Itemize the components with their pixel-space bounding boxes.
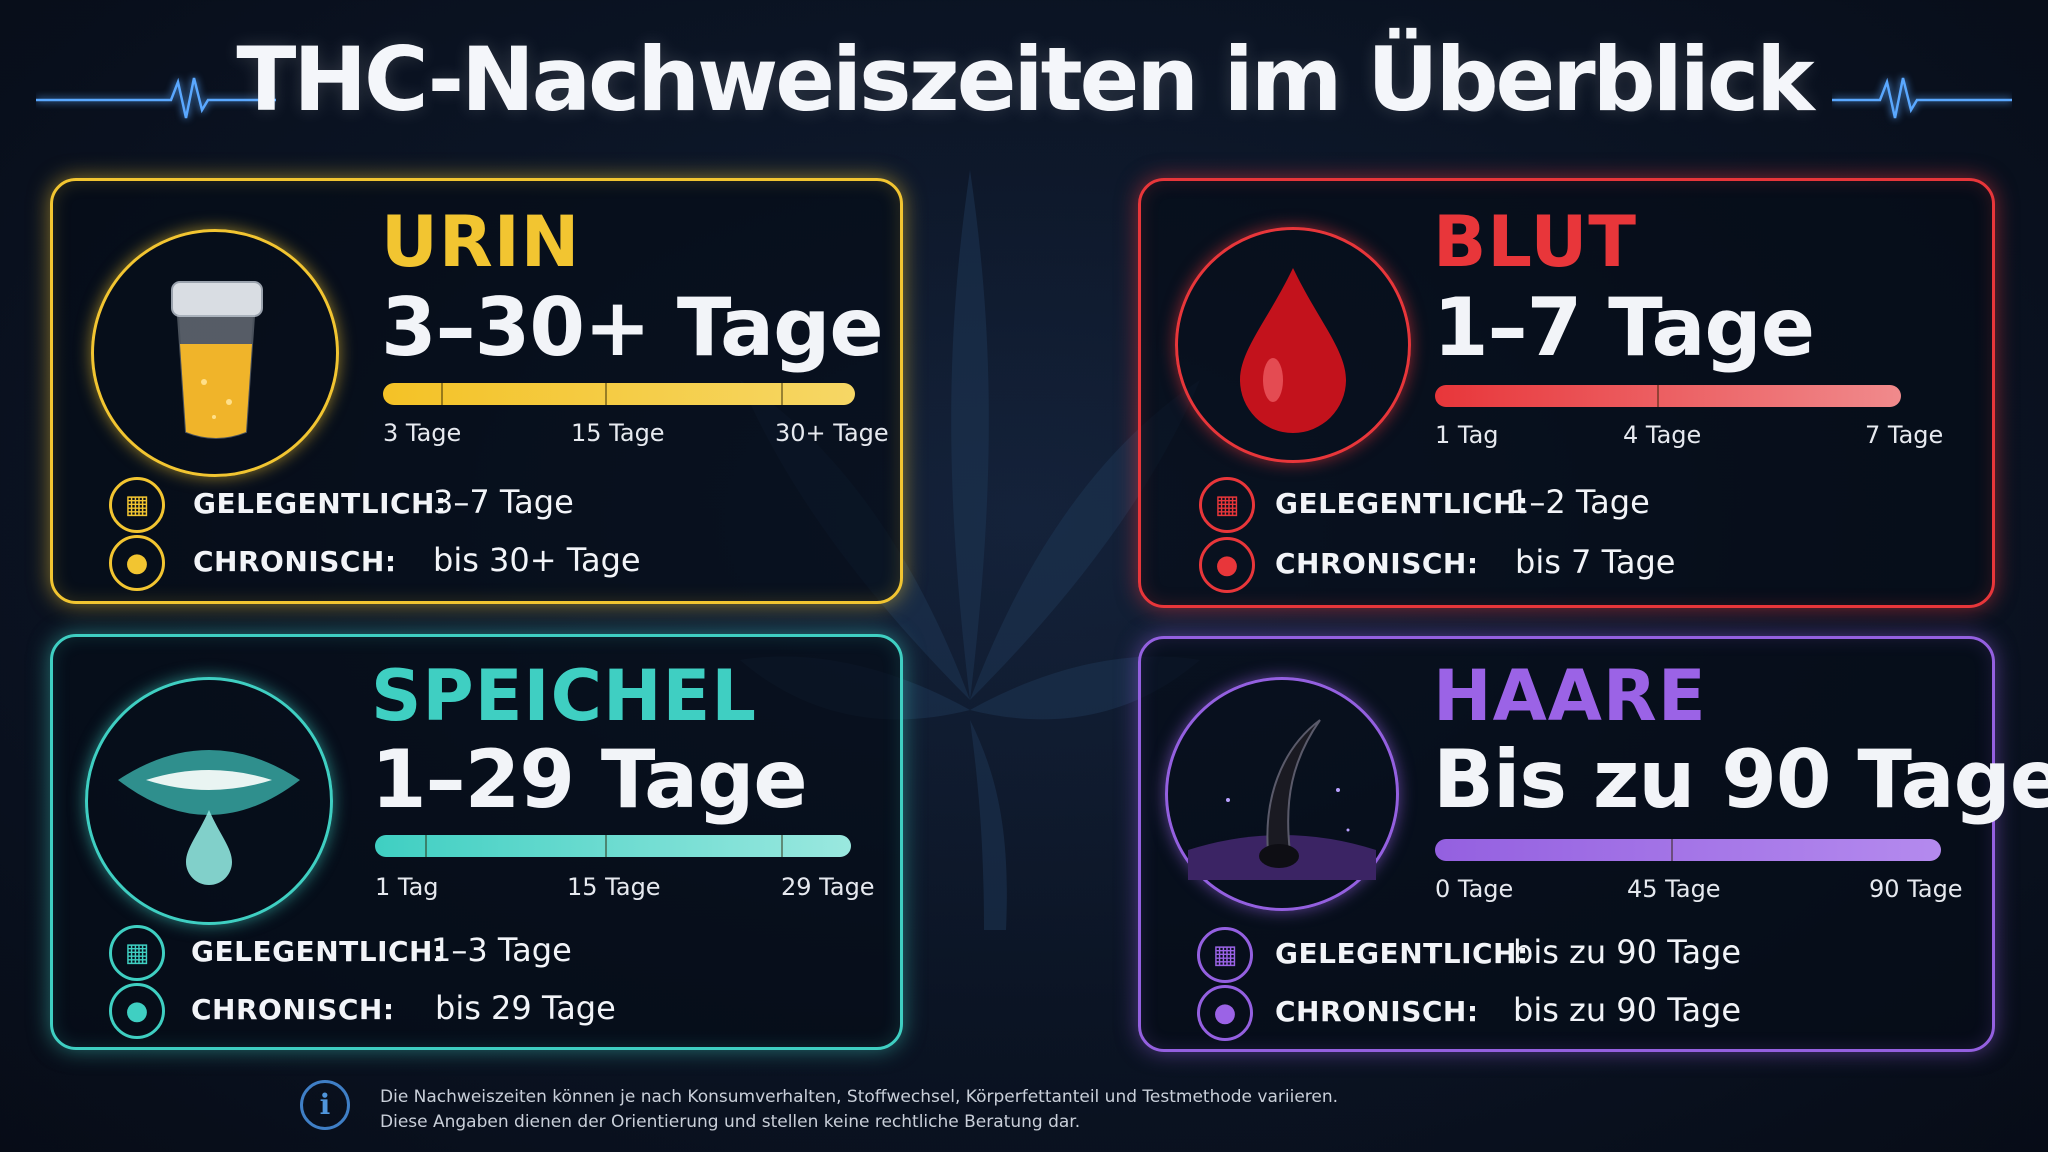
scale-end: 29 Tage (781, 873, 875, 901)
person-icon: ● (1199, 537, 1255, 593)
occasional-label: GELEGENTLICH: (1275, 487, 1529, 520)
occasional-value: 3–7 Tage (433, 483, 574, 521)
timeline-bar (375, 835, 851, 857)
chronic-value: bis 30+ Tage (433, 541, 641, 579)
page-title: THC-Nachweiszeiten im Überblick (236, 28, 1814, 131)
category-title: URIN (381, 201, 581, 283)
card-speichel: SPEICHEL 1–29 Tage 1 Tag 15 Tage 29 Tage… (50, 634, 903, 1050)
chronic-value: bis 29 Tage (435, 989, 616, 1027)
occasional-label: GELEGENTLICH: (193, 487, 447, 520)
calendar-icon: ▦ (109, 925, 165, 981)
card-urin: URIN 3–30+ Tage 3 Tage 15 Tage 30+ Tage … (50, 178, 903, 604)
mouth-saliva-icon (85, 677, 333, 925)
timeline-bar (1435, 385, 1901, 407)
info-icon: i (300, 1080, 350, 1130)
card-haare: HAARE Bis zu 90 Tage 0 Tage 45 Tage 90 T… (1138, 636, 2048, 1052)
chronic-value: bis 7 Tage (1515, 543, 1676, 581)
chronic-label: CHRONISCH: (193, 545, 397, 578)
scale-start: 0 Tage (1435, 875, 1514, 903)
timeline-bar (383, 383, 855, 405)
heartbeat-left-icon (36, 77, 276, 119)
range-value: Bis zu 90 Tage (1433, 733, 2048, 826)
timeline-bar (1435, 839, 1941, 861)
chronic-label: CHRONISCH: (1275, 547, 1479, 580)
scale-mid: 45 Tage (1627, 875, 1721, 903)
person-icon: ● (1197, 985, 1253, 1041)
scale-start: 1 Tag (375, 873, 439, 901)
calendar-icon: ▦ (109, 477, 165, 533)
scale-end: 90 Tage (1869, 875, 1963, 903)
scale-mid: 15 Tage (571, 419, 665, 447)
footer-note-line2: Diese Angaben dienen der Orientierung un… (380, 1112, 1081, 1132)
occasional-label: GELEGENTLICH: (1275, 937, 1529, 970)
scale-start: 3 Tage (383, 419, 462, 447)
occasional-value: bis zu 90 Tage (1513, 933, 1742, 971)
scale-mid: 15 Tage (567, 873, 661, 901)
chronic-label: CHRONISCH: (1275, 995, 1479, 1028)
range-value: 1–29 Tage (371, 733, 808, 826)
range-value: 1–7 Tage (1433, 281, 1815, 374)
chronic-label: CHRONISCH: (191, 993, 395, 1026)
scale-end: 30+ Tage (775, 419, 889, 447)
calendar-icon: ▦ (1197, 927, 1253, 983)
scale-mid: 4 Tage (1623, 421, 1702, 449)
hair-follicle-icon (1165, 677, 1399, 911)
scale-end: 7 Tage (1865, 421, 1944, 449)
person-icon: ● (109, 983, 165, 1039)
urine-cup-icon (91, 229, 339, 477)
occasional-value: 1–3 Tage (431, 931, 572, 969)
card-blut: BLUT 1–7 Tage 1 Tag 4 Tage 7 Tage ▦ GELE… (1138, 178, 1995, 608)
heartbeat-right-icon (1832, 77, 2012, 119)
scale-start: 1 Tag (1435, 421, 1499, 449)
blood-drop-icon (1175, 227, 1411, 463)
calendar-icon: ▦ (1199, 477, 1255, 533)
range-value: 3–30+ Tage (381, 281, 884, 374)
occasional-label: GELEGENTLICH: (191, 935, 445, 968)
person-icon: ● (109, 535, 165, 591)
chronic-value: bis zu 90 Tage (1513, 991, 1742, 1029)
category-title: SPEICHEL (371, 655, 757, 737)
category-title: BLUT (1433, 201, 1638, 283)
footer-note-line1: Die Nachweiszeiten können je nach Konsum… (380, 1087, 1339, 1107)
occasional-value: 1–2 Tage (1509, 483, 1650, 521)
category-title: HAARE (1433, 655, 1707, 737)
